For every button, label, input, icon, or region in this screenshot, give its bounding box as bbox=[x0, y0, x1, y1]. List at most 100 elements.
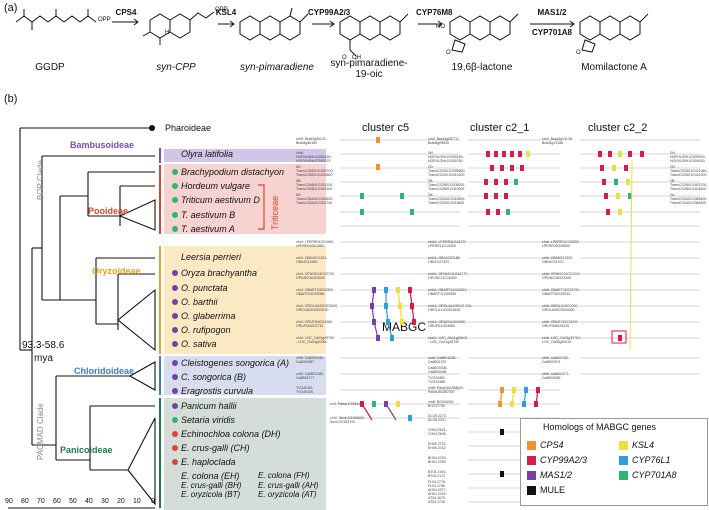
taxon-2: Hordeum vulgare bbox=[181, 181, 251, 191]
c5-label-26: chr4: LOC_Os04g09760 bbox=[296, 336, 334, 340]
c22-label-3: HORVU2Hr1G009030- bbox=[670, 155, 706, 159]
compound-syn-cpp: syn-CPP bbox=[156, 62, 196, 73]
c5-label-5: 6D: bbox=[296, 165, 302, 169]
c22-label-14: chr6: LPERR06G36680- bbox=[542, 240, 580, 244]
c22-label-26: chr6: LOC_Os06g39784- bbox=[542, 336, 582, 340]
c5-label-16: chr4: OB04G12320- bbox=[296, 256, 328, 260]
legend: Homologs of MABGC genes CPS4 KSL4 CYP99A… bbox=[520, 418, 708, 506]
c5-label-25: ORUFI04G02710 bbox=[296, 324, 324, 328]
c22-label-2: 2H: bbox=[670, 151, 676, 155]
c5-label-3: HORVU6Hr1G083180- bbox=[296, 155, 332, 159]
axis-tick-40: 40 bbox=[85, 498, 93, 505]
lactone-ho: HO bbox=[436, 24, 445, 30]
c21-label-28: chr6: Ca6B01225- bbox=[428, 356, 457, 360]
c21-label-5: 2D: bbox=[428, 165, 434, 169]
taxon-0: Olyra latifolia bbox=[181, 149, 234, 159]
compound-syn-pimaradiene: syn-pimaradiene bbox=[240, 62, 314, 73]
c21-label-42: EH06.2732- bbox=[428, 442, 447, 446]
pathway-structures bbox=[15, 7, 649, 57]
taxon-8: O. punctata bbox=[181, 283, 228, 293]
c5-label-34: chr1:Pahal.1G05410 bbox=[330, 402, 363, 406]
c21-label-36: chr8: BG034000- bbox=[428, 400, 455, 404]
legend-item-mule: MULE bbox=[527, 485, 565, 496]
c21-label-31: Ca6B00086 bbox=[428, 370, 447, 374]
legend-item-cps4: CPS4 bbox=[527, 440, 564, 451]
taxon-17: Setaria viridis bbox=[181, 415, 236, 425]
c21-label-24: chr11: ORUFI11G04480- bbox=[428, 320, 467, 324]
c5-label-9: TraesCS6B01G331200- bbox=[296, 183, 334, 187]
c5-label-4: HORVU6Hr1G083270 bbox=[296, 159, 331, 163]
c21-label-39: DLG6.2321 bbox=[428, 418, 446, 422]
c22-label-15: LPERR06G36850 bbox=[542, 244, 571, 248]
taxon-23: E. oryzicola (BT) bbox=[181, 490, 241, 499]
legend-item-cyp99a2: CYP99A2/3 bbox=[527, 455, 587, 466]
c21-label-0: chr2: Brad3g05773- bbox=[428, 137, 459, 141]
c21-label-45: BH04.2289 bbox=[428, 460, 446, 464]
step-ksl4: KSL4 bbox=[215, 8, 237, 17]
divergence-unit: mya bbox=[34, 353, 53, 364]
legend-swatch-mas12 bbox=[527, 471, 536, 481]
taxon-24: E. colona (FH) bbox=[258, 471, 310, 480]
c5-label-27: - LOC_Os04g10060 bbox=[296, 340, 328, 344]
c21-label-21: OBART11G20990 bbox=[428, 292, 457, 296]
c5-label-15: LPERR04G01980 bbox=[296, 244, 325, 248]
band-oryzoideae bbox=[164, 246, 326, 354]
c5-label-36: Sevir.2G153700 bbox=[330, 420, 356, 424]
axis-tick-20: 20 bbox=[117, 498, 125, 505]
cluster-c2-1-title: cluster c2_1 bbox=[470, 122, 530, 134]
c22-label-29: Ca6B00374 bbox=[542, 360, 561, 364]
c5-label-30: chr5: Ca6B01180- bbox=[296, 372, 325, 376]
c22-label-25: ORUFI06G26120 bbox=[542, 324, 570, 328]
c21-label-50: AH04.2377- bbox=[428, 488, 447, 492]
acid-o: O bbox=[342, 55, 347, 61]
lactone-o: O bbox=[446, 50, 451, 56]
c22-label-7: TraesCS2D01G421200 bbox=[670, 173, 707, 177]
ggdp-opp: OPP bbox=[98, 17, 111, 23]
c22-label-0: chr2: Brad3g13108- bbox=[542, 137, 573, 141]
c22-label-18: chr6: OPUNC06G22240- bbox=[542, 272, 581, 276]
c5-label-6: TraesCS6D01G330700- bbox=[296, 169, 334, 173]
legend-swatch-cps4 bbox=[527, 441, 536, 451]
label-bambusoideae: Bambusoideae bbox=[70, 140, 135, 150]
c22-label-10: TraesCS2B01G404600 bbox=[670, 187, 707, 191]
c5-label-33: TVG40426 bbox=[296, 390, 313, 394]
c5-label-14: chr4: LPERR04G01960- bbox=[296, 240, 334, 244]
c21-label-15: LPERR11G19300 bbox=[428, 244, 456, 248]
c21-label-29: Ca6B01237 bbox=[428, 360, 447, 364]
axis-tick-50: 50 bbox=[69, 498, 77, 505]
legend-item-cyp76l1: CYP76L1 bbox=[619, 455, 671, 466]
taxon-14: C. songorica (B) bbox=[181, 372, 247, 382]
c21-label-35: Pahal.8G260700 bbox=[428, 390, 455, 394]
c21-label-43: EH06.2742 bbox=[428, 446, 446, 450]
c5-label-24: chr4: ORUFI04G02480- bbox=[296, 320, 334, 324]
c22-label-12: TraesCS2A01G384600- bbox=[670, 197, 708, 201]
c22-label-24: chr6: ORUFI06G26090- bbox=[542, 320, 580, 324]
c22-label-19: OPUNC06G22400 bbox=[542, 276, 571, 280]
taxon-12: O. sativa bbox=[181, 339, 217, 349]
cpp-h: H bbox=[165, 30, 170, 36]
step-cyp99a2: CYP99A2/3 bbox=[308, 8, 351, 17]
taxon-6: Leersia perrieri bbox=[181, 252, 242, 262]
divergence-range: 93.3-58.6 bbox=[22, 340, 65, 351]
c5-label-13: TraesCS6A01G332700 bbox=[296, 201, 333, 205]
c21-label-49: FL04.1796 bbox=[428, 484, 445, 488]
label-panicoideae: Panicoideae bbox=[60, 445, 113, 455]
compound-ggdp: GGDP bbox=[35, 62, 65, 73]
c22-label-31: Ca6B00082 bbox=[542, 376, 561, 380]
c21-label-51: AH04.2249 bbox=[428, 492, 446, 496]
c22-label-28: chr5: Ca6000361- bbox=[542, 356, 571, 360]
c22-label-13: TraesCS2A01G384900 bbox=[670, 201, 707, 205]
taxon-20: E. haploclada bbox=[181, 457, 236, 467]
c21-label-40: CH04.2621- bbox=[428, 428, 447, 432]
c5-label-17: OB04G12460 bbox=[296, 260, 318, 264]
axis-tick-70: 70 bbox=[37, 498, 45, 505]
legend-swatch-cyp76l1 bbox=[619, 456, 628, 466]
c5-label-29: Ca6000457 bbox=[296, 360, 315, 364]
c21-label-14: chr11: LPERR11G19230- bbox=[428, 240, 468, 244]
legend-swatch-cyp99a2 bbox=[527, 456, 536, 466]
legend-item-cyp701a8: CYP701A8 bbox=[619, 470, 677, 481]
c5-label-0: chr5: Brad3g36131- bbox=[296, 137, 327, 141]
c21-label-38: DLG6.2272- bbox=[428, 414, 448, 418]
